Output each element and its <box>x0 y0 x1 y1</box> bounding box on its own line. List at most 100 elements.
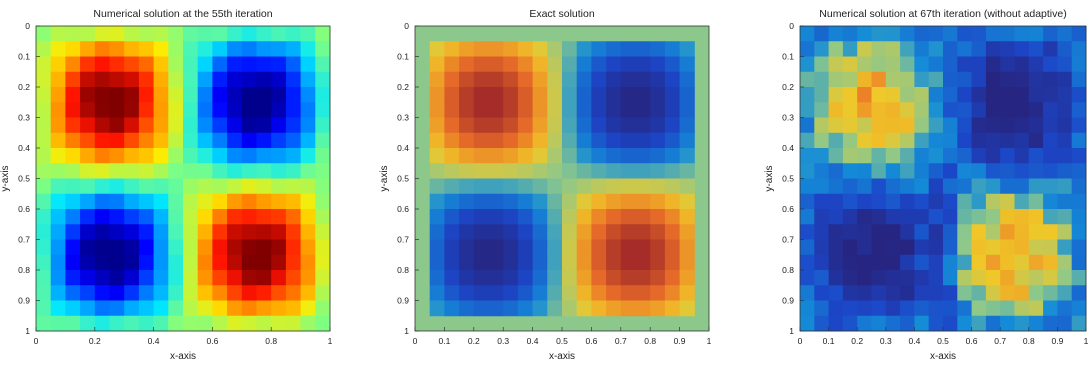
heatmap-cell <box>138 285 155 301</box>
heatmap-cell <box>50 209 66 225</box>
heatmap-cell <box>227 254 243 271</box>
y-tick-label: 1 <box>789 326 794 336</box>
heatmap-cell <box>65 270 81 286</box>
heatmap-cell <box>517 56 534 73</box>
heatmap-cell <box>300 148 316 164</box>
heatmap-cell <box>885 41 901 57</box>
heatmap-cell <box>503 239 519 256</box>
y-tick-label: 0.3 <box>18 113 30 123</box>
heatmap-cell <box>664 178 681 195</box>
heatmap-cell <box>271 163 287 179</box>
heatmap-cell <box>650 148 666 164</box>
heatmap-cell <box>80 87 96 103</box>
heatmap-cell <box>1000 224 1015 240</box>
chart-title: Numerical solution at 67th iteration (wi… <box>819 8 1066 20</box>
heatmap-cell <box>227 148 243 164</box>
heatmap-cell <box>857 163 872 179</box>
heatmap-cell <box>124 193 140 210</box>
heatmap-cell <box>900 41 915 57</box>
heatmap-cell <box>300 41 316 57</box>
heatmap-cell <box>635 178 651 195</box>
heatmap-cell <box>635 148 651 164</box>
heatmap-cell <box>985 56 1001 73</box>
heatmap-cell <box>1000 254 1015 271</box>
heatmap-cell <box>315 148 331 164</box>
heatmap-cell <box>985 117 1001 134</box>
heatmap-cell <box>971 285 987 301</box>
heatmap-cell <box>985 71 1001 88</box>
heatmap-cell <box>94 209 110 225</box>
heatmap-cell <box>842 163 858 179</box>
heatmap-cell <box>153 239 169 256</box>
x-tick-label: 0.1 <box>823 336 835 346</box>
heatmap-cell <box>488 270 504 286</box>
heatmap-cell <box>315 254 331 271</box>
heatmap-cell <box>197 224 213 240</box>
heatmap-cell <box>517 71 534 88</box>
heatmap-cell <box>36 117 52 134</box>
heatmap-cell <box>241 315 257 332</box>
heatmap-cell <box>315 270 331 286</box>
heatmap-cell <box>241 41 257 57</box>
heatmap-cell <box>650 163 666 179</box>
x-tick-label: 0.2 <box>468 336 480 346</box>
heatmap-cell <box>285 254 302 271</box>
heatmap-cell <box>1000 315 1015 332</box>
heatmap-cell <box>109 300 125 317</box>
heatmap-cell <box>459 102 475 118</box>
heatmap-cell <box>635 209 651 225</box>
heatmap-cell <box>80 315 96 332</box>
heatmap-cell <box>1071 163 1087 179</box>
heatmap-cell <box>271 117 287 134</box>
heatmap-cell <box>300 224 316 240</box>
heatmap-cell <box>80 163 96 179</box>
heatmap-cell <box>153 163 169 179</box>
heatmap-cell <box>576 209 592 225</box>
heatmap-cell <box>256 193 272 210</box>
heatmap-cell <box>547 102 563 118</box>
heatmap-cell <box>857 87 872 103</box>
heatmap-cell <box>1071 209 1087 225</box>
heatmap-cell <box>168 300 184 317</box>
heatmap-cell <box>914 315 930 332</box>
heatmap-cell <box>576 117 592 134</box>
heatmap-cell <box>503 117 519 134</box>
heatmap-cell <box>124 254 140 271</box>
heatmap-cell <box>928 270 944 286</box>
heatmap-cell <box>900 71 915 88</box>
heatmap-cell <box>814 102 830 118</box>
heatmap-cell <box>957 41 973 57</box>
heatmap-cell <box>1043 285 1058 301</box>
heatmap-cell <box>1057 87 1073 103</box>
heatmap-cell <box>300 102 316 118</box>
heatmap-cell <box>285 117 302 134</box>
heatmap-cell <box>620 117 636 134</box>
heatmap-cell <box>1028 178 1044 195</box>
heatmap-cell <box>256 270 272 286</box>
heatmap-cell <box>50 178 66 195</box>
heatmap-cell <box>241 117 257 134</box>
heatmap-cell <box>606 87 622 103</box>
heatmap-cell <box>109 87 125 103</box>
heatmap-cell <box>620 56 636 73</box>
heatmap-cell <box>885 239 901 256</box>
heatmap-cell <box>36 254 52 271</box>
heatmap-cell <box>444 71 460 88</box>
heatmap-cell <box>94 285 110 301</box>
heatmap-cell <box>109 117 125 134</box>
heatmap-cell <box>285 163 302 179</box>
heatmap-cell <box>971 254 987 271</box>
heatmap-cell <box>444 117 460 134</box>
heatmap-cell <box>183 254 199 271</box>
heatmap-cell <box>168 132 184 149</box>
heatmap-cell <box>124 117 140 134</box>
heatmap-cell <box>285 224 302 240</box>
heatmap-cell <box>606 132 622 149</box>
heatmap-cell <box>168 117 184 134</box>
heatmap-cell <box>1043 148 1058 164</box>
heatmap-cell <box>885 26 901 42</box>
heatmap-cell <box>80 224 96 240</box>
heatmap-cell <box>153 315 169 332</box>
heatmap-cell <box>153 148 169 164</box>
heatmap-cell <box>473 300 489 317</box>
